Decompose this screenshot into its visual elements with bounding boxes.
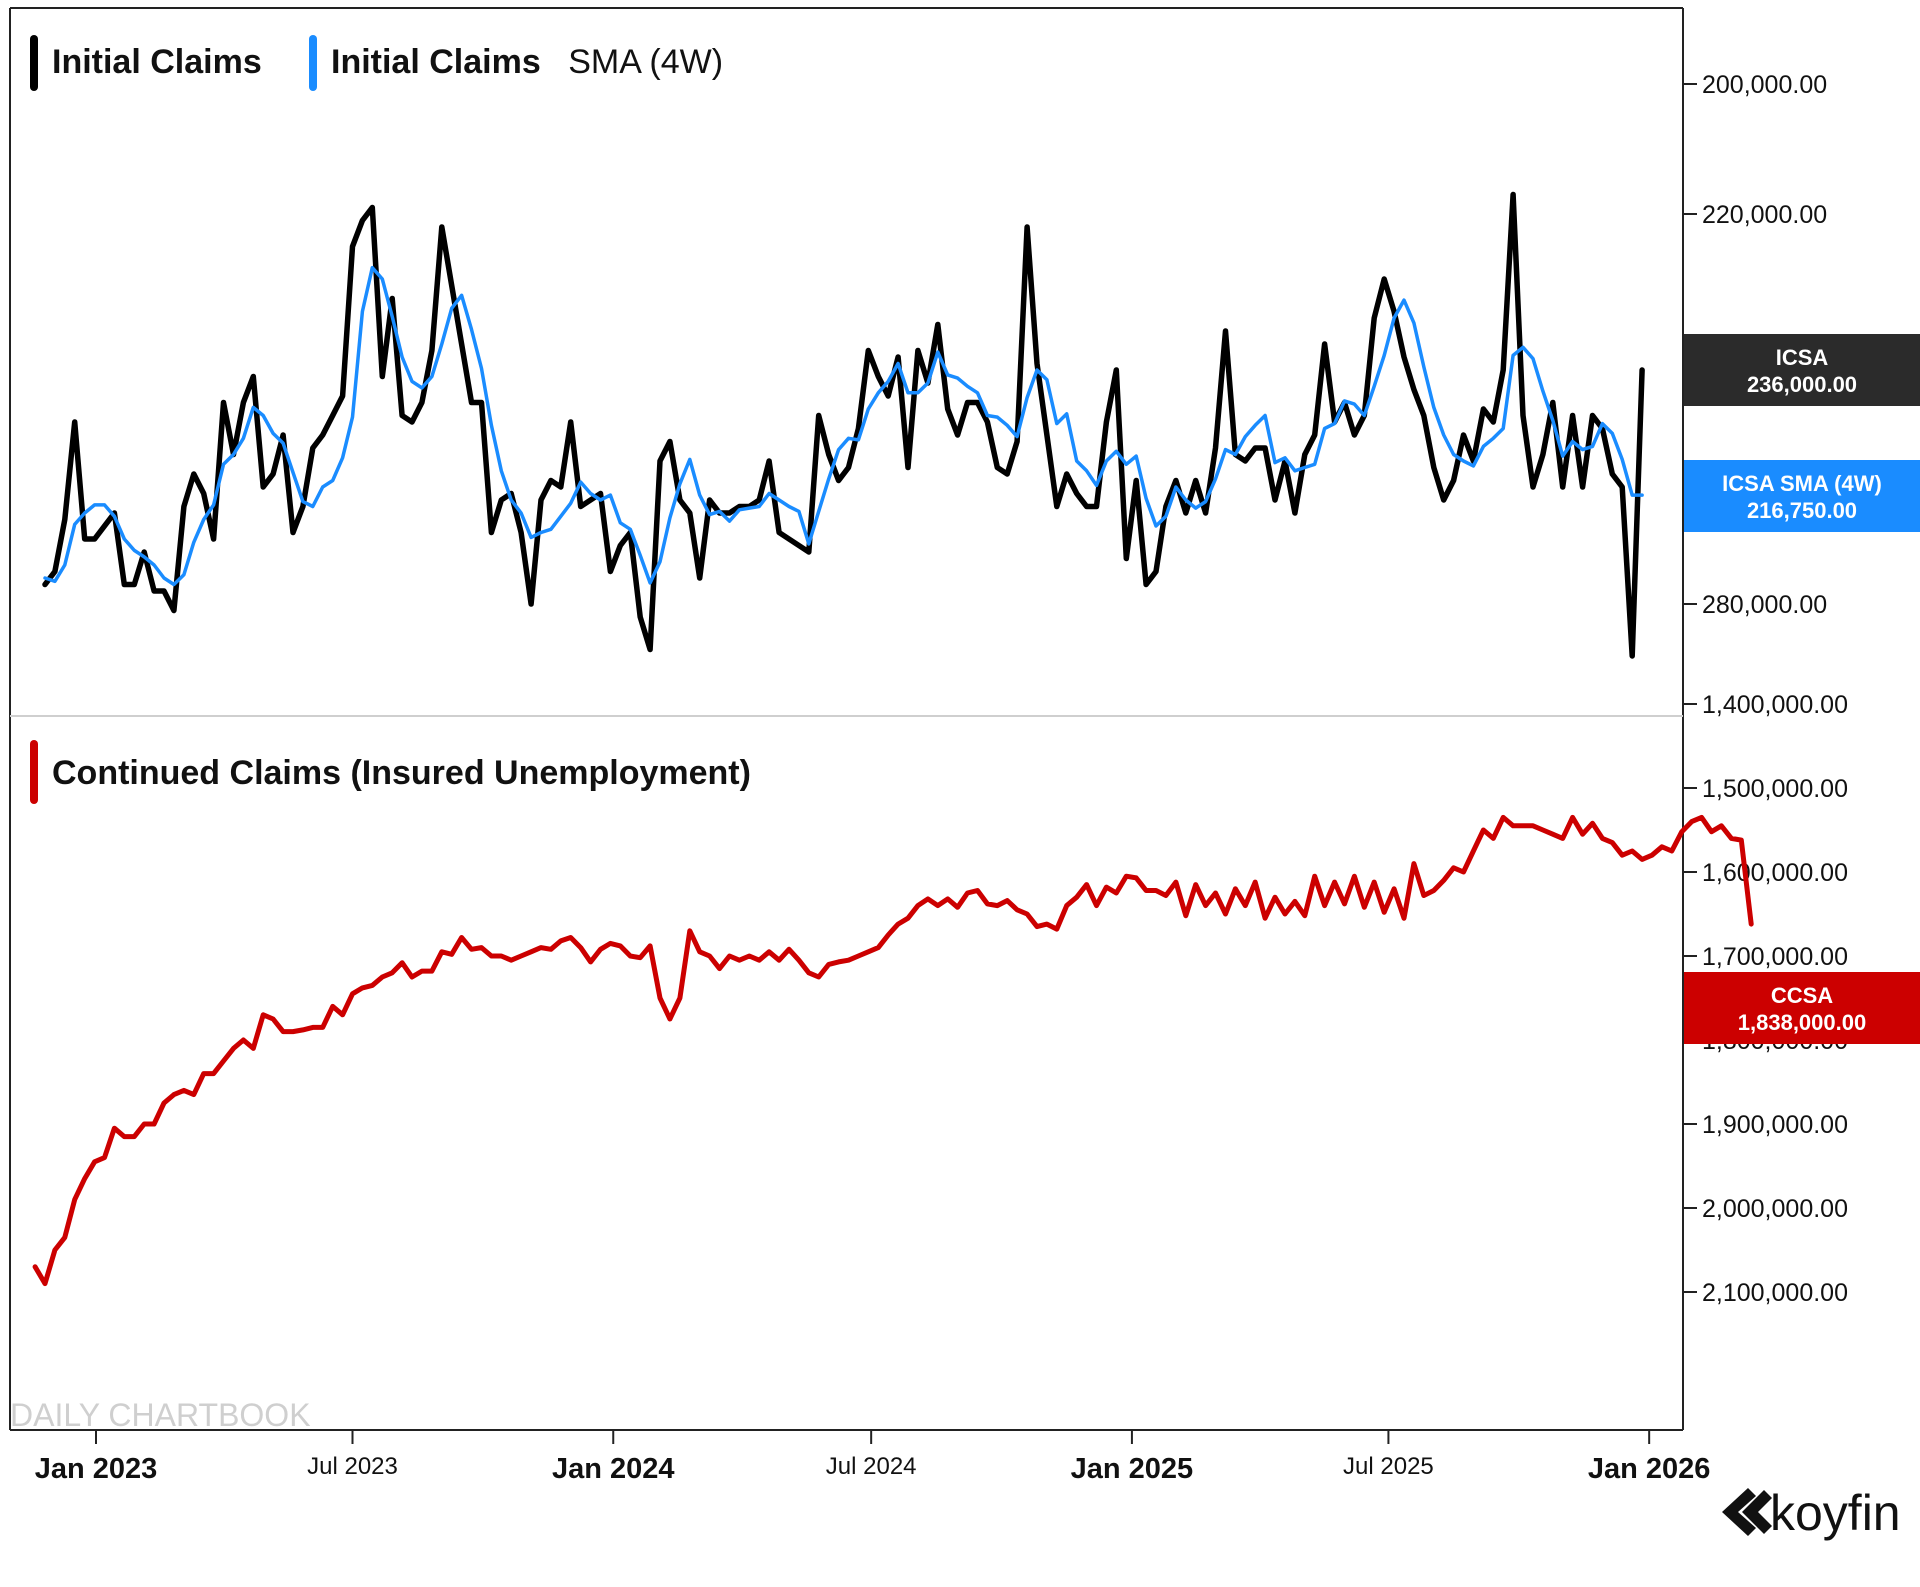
bottom-legend: Continued Claims (Insured Unemployment) bbox=[30, 740, 751, 804]
badge-name: ICSA SMA (4W) bbox=[1722, 471, 1882, 496]
top-ytick-label: 200,000.00 bbox=[1702, 71, 1827, 99]
series-line-continued-claims-insured-unemployment bbox=[32, 814, 1754, 1287]
series-line-initial-claims bbox=[42, 191, 1645, 659]
badge-value: 216,750.00 bbox=[1747, 498, 1857, 523]
legend-swatch-initial-claims-sma bbox=[309, 35, 317, 91]
xtick-label: Jan 2023 bbox=[35, 1453, 158, 1485]
watermark-text: DAILY CHARTBOOK bbox=[10, 1397, 311, 1433]
koyfin-logo-icon bbox=[1722, 1488, 1756, 1536]
xtick-label: Jul 2023 bbox=[307, 1453, 398, 1480]
series-line-initial-claims-sma-4w bbox=[43, 265, 1644, 587]
badge-background bbox=[1684, 460, 1920, 532]
badge-background bbox=[1684, 972, 1920, 1044]
legend-swatch-continued-claims bbox=[30, 740, 38, 804]
badge-name: ICSA bbox=[1776, 345, 1829, 370]
brand-text: koyfin bbox=[1770, 1485, 1901, 1541]
legend-label-sma-suffix: SMA (4W) bbox=[568, 43, 723, 81]
bottom-ytick-label: 1,900,000.00 bbox=[1702, 1111, 1848, 1139]
xtick-label: Jan 2024 bbox=[552, 1453, 675, 1485]
xtick-label: Jan 2026 bbox=[1588, 1453, 1711, 1485]
koyfin-logo: koyfin bbox=[1722, 1485, 1901, 1541]
bottom-ytick-label: 1,500,000.00 bbox=[1702, 775, 1848, 803]
value-badge: ICSA SMA (4W)216,750.00 bbox=[1684, 460, 1920, 532]
badge-value: 236,000.00 bbox=[1747, 372, 1857, 397]
badge-background bbox=[1684, 334, 1920, 406]
xtick-label: Jul 2024 bbox=[826, 1453, 917, 1480]
bottom-ytick-label: 1,400,000.00 bbox=[1702, 691, 1848, 719]
legend-label-initial-claims: Initial Claims bbox=[52, 43, 262, 81]
bottom-ytick-label: 1,700,000.00 bbox=[1702, 943, 1848, 971]
bottom-ytick-label: 2,100,000.00 bbox=[1702, 1279, 1848, 1307]
badge-value: 1,838,000.00 bbox=[1738, 1010, 1866, 1035]
legend-swatch-initial-claims bbox=[30, 35, 38, 91]
xtick-label: Jul 2025 bbox=[1343, 1453, 1434, 1480]
legend-label-continued-claims: Continued Claims (Insured Unemployment) bbox=[52, 754, 751, 792]
bottom-ytick-label: 1,600,000.00 bbox=[1702, 859, 1848, 887]
top-ytick-label: 280,000.00 bbox=[1702, 591, 1827, 619]
top-ytick-label: 220,000.00 bbox=[1702, 201, 1827, 229]
legend-label-initial-claims-sma: Initial Claims bbox=[331, 43, 541, 81]
badge-name: CCSA bbox=[1771, 983, 1833, 1008]
xtick-label: Jan 2025 bbox=[1071, 1453, 1194, 1485]
top-legend: Initial Claims Initial Claims SMA (4W) bbox=[30, 35, 723, 91]
bottom-ytick-label: 2,000,000.00 bbox=[1702, 1195, 1848, 1223]
svg-text:Initial Claims SMA (4W: Initial Claims SMA (4W) bbox=[331, 43, 723, 81]
